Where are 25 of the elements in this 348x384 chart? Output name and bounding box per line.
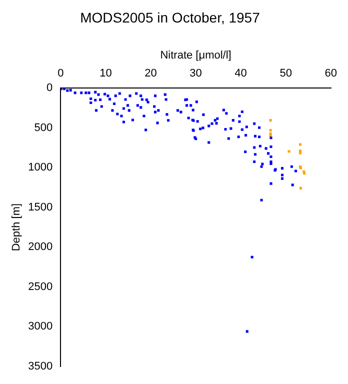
x-tick-label: 0	[58, 68, 64, 80]
x-tick-label: 40	[234, 68, 247, 80]
x-tick-label: 50	[280, 68, 292, 80]
y-tick-label: 2000	[28, 241, 53, 254]
y-tick-label: 1500	[28, 201, 53, 214]
y-tick-label: 0	[46, 82, 53, 94]
y-axis-title: Depth [m]	[10, 203, 23, 252]
point	[298, 143, 302, 146]
chart-title: MODS2005 in October, 1957	[80, 9, 260, 26]
y-tick-label: 3000	[28, 320, 53, 333]
point	[298, 152, 302, 154]
point	[299, 186, 302, 190]
point	[298, 149, 302, 152]
y-tick-label: 1000	[28, 162, 53, 174]
point	[269, 119, 272, 122]
x-tick-label: 10	[100, 68, 112, 80]
y-tick-label: 500	[34, 122, 53, 134]
x-tick-label: 30	[190, 68, 202, 80]
point	[288, 150, 290, 153]
y-tick-label: 2500	[28, 280, 53, 293]
y-tick-label: 3500	[28, 360, 53, 372]
point	[269, 128, 272, 132]
x-axis-title: Nitrate [μmol/l]	[160, 49, 232, 62]
x-tick-label: 20	[144, 68, 157, 80]
x-tick-label: 60	[324, 68, 338, 80]
